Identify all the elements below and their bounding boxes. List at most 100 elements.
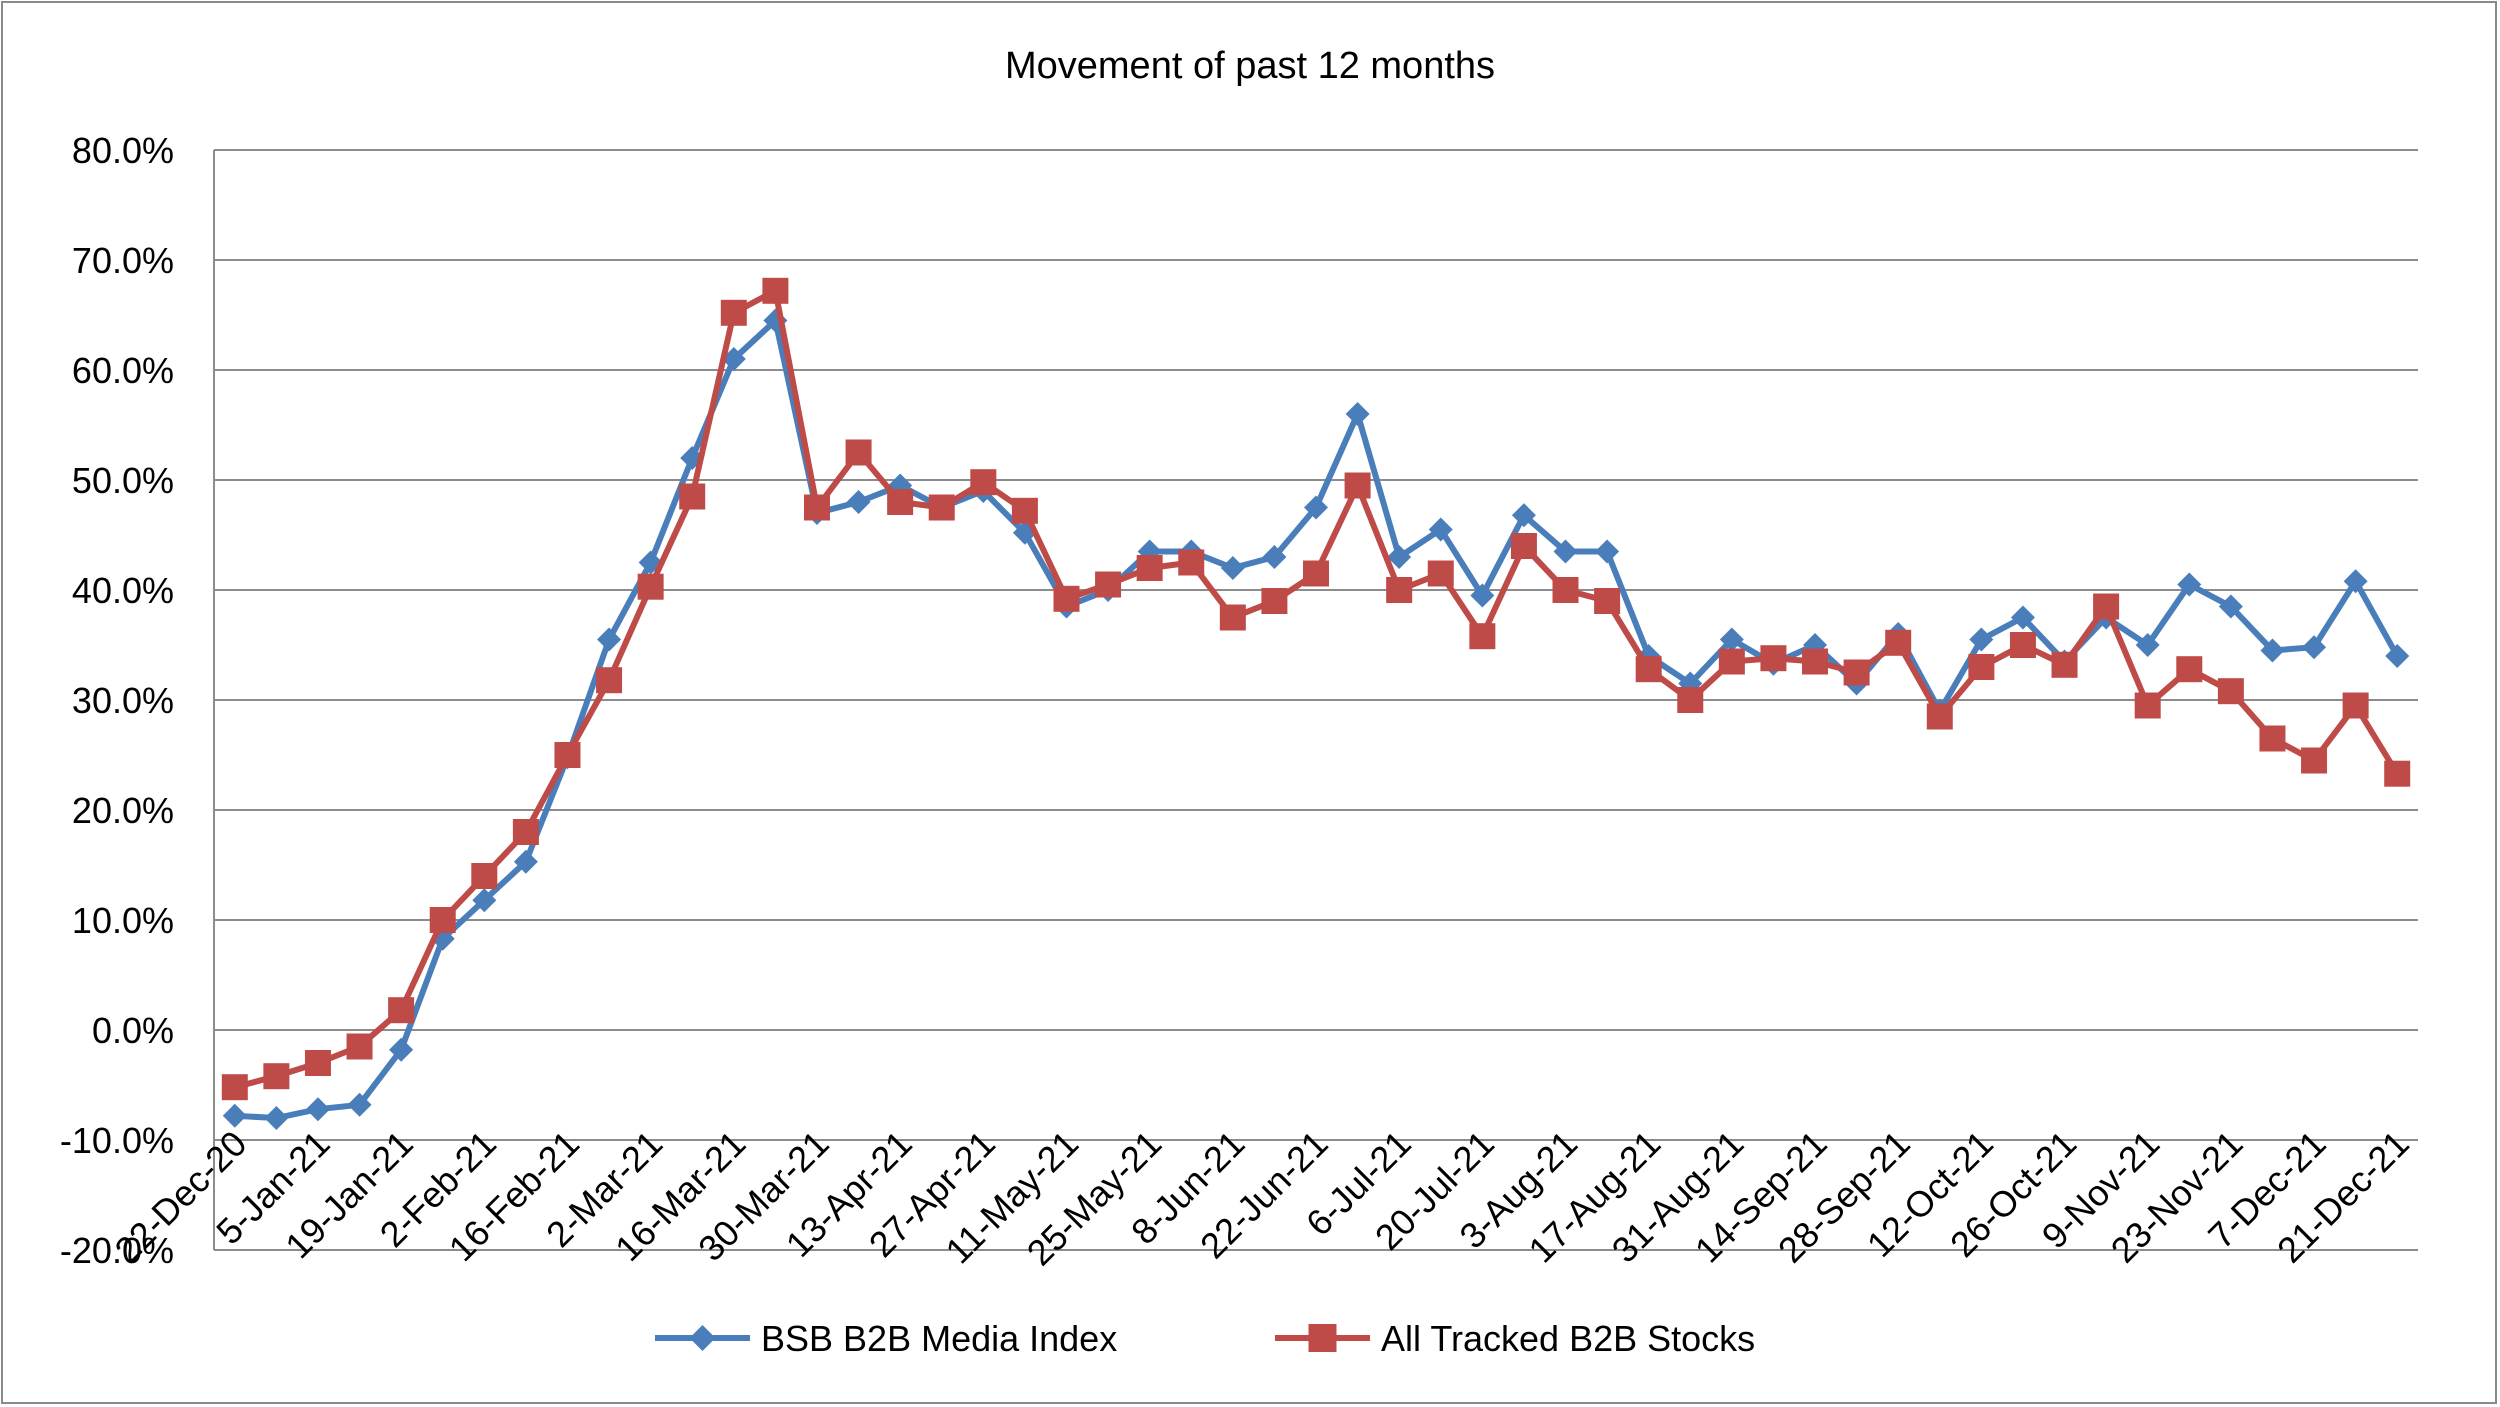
y-tick-label: 40.0% bbox=[72, 570, 174, 611]
y-tick-label: -10.0% bbox=[60, 1120, 174, 1161]
y-tick-label: 30.0% bbox=[72, 680, 174, 721]
data-point bbox=[2385, 644, 2410, 668]
series-line bbox=[234, 287, 2400, 1091]
data-point bbox=[1677, 687, 1704, 713]
legend-entry: BSB B2B Media Index bbox=[655, 1318, 1117, 1359]
data-point bbox=[2301, 747, 2328, 774]
data-point bbox=[1387, 545, 1412, 569]
chart-title: Movement of past 12 months bbox=[1005, 45, 1495, 87]
data-point bbox=[1802, 648, 1829, 675]
data-point bbox=[1470, 583, 1495, 608]
data-point bbox=[388, 997, 415, 1024]
data-point bbox=[2051, 651, 2078, 678]
data-point bbox=[1261, 588, 1288, 614]
data-point bbox=[221, 1074, 248, 1101]
data-point bbox=[512, 819, 539, 845]
y-tick-label: 10.0% bbox=[72, 900, 174, 941]
data-point bbox=[1220, 556, 1245, 580]
data-point bbox=[1718, 648, 1745, 675]
data-point bbox=[222, 1103, 247, 1128]
data-point bbox=[1969, 627, 1994, 652]
data-point bbox=[2176, 656, 2203, 683]
data-point bbox=[429, 907, 456, 933]
legend-marker bbox=[689, 1325, 716, 1351]
data-point bbox=[2343, 569, 2368, 594]
data-point bbox=[1262, 545, 1287, 569]
data-point bbox=[1635, 656, 1662, 683]
data-point bbox=[2177, 572, 2202, 597]
data-point bbox=[346, 1033, 373, 1060]
data-point bbox=[720, 299, 747, 326]
y-tick-label: 80.0% bbox=[72, 130, 174, 171]
data-point bbox=[554, 742, 581, 768]
legend-entry: All Tracked B2B Stocks bbox=[1275, 1318, 1755, 1359]
data-point bbox=[1428, 517, 1453, 542]
data-point bbox=[597, 627, 622, 652]
y-tick-label: 60.0% bbox=[72, 350, 174, 391]
data-point bbox=[1760, 645, 1787, 672]
data-point bbox=[1053, 585, 1080, 612]
data-point bbox=[263, 1063, 290, 1090]
data-point bbox=[264, 1106, 289, 1130]
gridlines bbox=[213, 149, 2418, 1251]
data-point bbox=[928, 494, 955, 521]
legend-marker bbox=[1308, 1324, 1337, 1352]
data-point bbox=[1345, 402, 1370, 426]
data-point bbox=[596, 667, 623, 694]
data-point bbox=[1843, 659, 1870, 686]
legend-label: BSB B2B Media Index bbox=[761, 1318, 1117, 1359]
legend-label: All Tracked B2B Stocks bbox=[1381, 1318, 1755, 1359]
y-axis-tick-labels: 80.0% 70.0% 60.0% 50.0% 40.0% 30.0% 20.0% 10.0%… bbox=[60, 130, 174, 1271]
data-point bbox=[1136, 555, 1163, 581]
data-point bbox=[1304, 495, 1328, 520]
data-series bbox=[221, 277, 2411, 1130]
data-point bbox=[887, 489, 914, 515]
data-point bbox=[1594, 588, 1621, 614]
y-tick-label: 50.0% bbox=[72, 460, 174, 501]
data-point bbox=[2093, 593, 2120, 620]
data-point bbox=[970, 469, 997, 496]
data-point bbox=[513, 849, 538, 874]
data-point bbox=[1344, 472, 1371, 499]
data-point bbox=[846, 490, 871, 514]
data-point bbox=[637, 573, 664, 600]
data-point bbox=[762, 277, 789, 304]
y-tick-label: -20.0% bbox=[60, 1230, 174, 1271]
y-tick-label: 70.0% bbox=[72, 240, 174, 281]
data-point bbox=[1303, 560, 1329, 587]
data-point bbox=[1178, 549, 1205, 576]
data-point bbox=[2260, 638, 2285, 663]
data-point bbox=[679, 483, 706, 510]
data-point bbox=[347, 1092, 372, 1117]
data-point bbox=[1386, 577, 1413, 603]
data-point bbox=[2134, 692, 2161, 719]
y-tick-label: 20.0% bbox=[72, 790, 174, 831]
data-point bbox=[1719, 627, 1744, 652]
data-point bbox=[1553, 539, 1578, 564]
data-point bbox=[305, 1097, 330, 1122]
data-point bbox=[304, 1050, 331, 1076]
data-point bbox=[2259, 725, 2286, 752]
y-tick-label: 0.0% bbox=[92, 1010, 174, 1051]
data-point bbox=[1552, 577, 1579, 603]
data-point bbox=[1095, 571, 1122, 598]
data-point bbox=[721, 347, 746, 371]
data-point bbox=[2342, 692, 2369, 719]
data-point bbox=[389, 1037, 414, 1062]
data-point bbox=[1011, 497, 1038, 524]
data-point bbox=[1926, 703, 1953, 730]
data-point bbox=[1219, 604, 1246, 631]
data-point bbox=[471, 863, 498, 889]
data-point bbox=[2009, 632, 2036, 658]
data-point bbox=[803, 494, 830, 521]
series-all-tracked-b2b-stocks bbox=[221, 277, 2411, 1101]
data-point bbox=[472, 888, 497, 913]
series-bsb-b2b-media-index bbox=[222, 308, 2410, 1130]
data-point bbox=[1595, 539, 1620, 564]
data-point bbox=[2010, 605, 2035, 630]
data-point bbox=[845, 439, 872, 466]
series-line bbox=[234, 317, 2400, 1121]
data-point bbox=[2302, 635, 2327, 660]
